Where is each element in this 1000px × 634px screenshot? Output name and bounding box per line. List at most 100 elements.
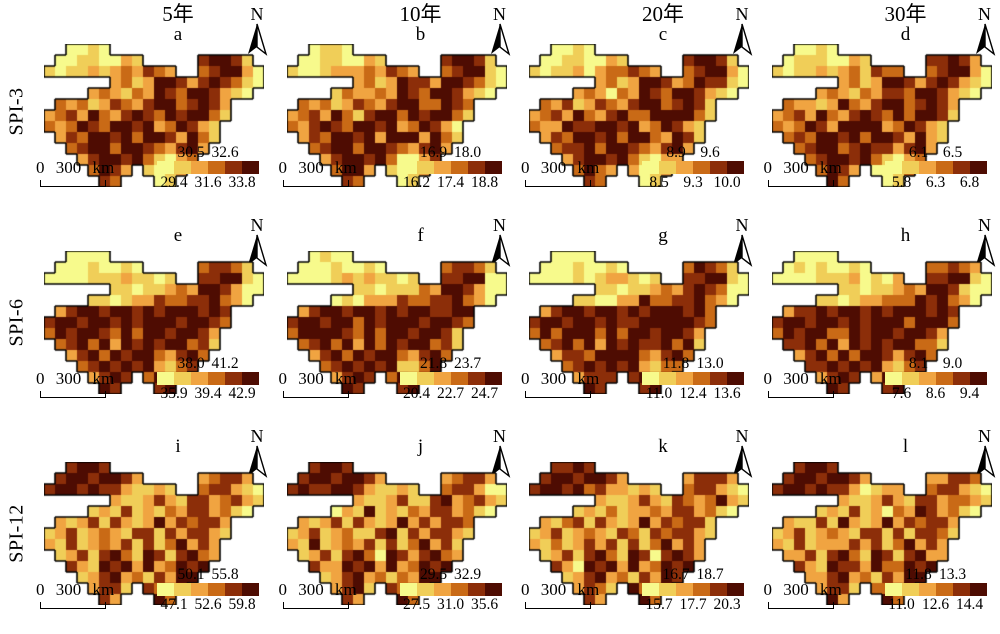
scale-bar-label: 0 300 km bbox=[763, 580, 842, 599]
legend-color-segment bbox=[659, 161, 676, 174]
map-panel-b: 10年 b N 0 300 km 16.9 18.0 16.2 17.4 18.8 bbox=[273, 0, 516, 211]
legend-colorbar bbox=[399, 161, 502, 174]
legend-bottom-ticks: 47.1 52.6 59.8 bbox=[145, 596, 271, 613]
legend-tick-label: 8.6 bbox=[925, 385, 946, 402]
legend-color-segment bbox=[225, 372, 242, 385]
legend-bottom-ticks: 7.6 8.6 9.4 bbox=[873, 385, 999, 402]
legend-tick-label: 16.9 bbox=[419, 144, 448, 161]
legend-bottom-ticks: 35.9 39.4 42.9 bbox=[145, 385, 271, 402]
legend-colorbar bbox=[884, 161, 987, 174]
legend-bottom-ticks: 15.7 17.7 20.3 bbox=[630, 596, 756, 613]
scale-bar: 0 300 km bbox=[521, 158, 631, 187]
legend-color-segment bbox=[952, 161, 970, 174]
legend-tick-label: 42.9 bbox=[228, 385, 256, 402]
legend-color-segment bbox=[727, 583, 744, 596]
column-header-4: 30年 bbox=[884, 2, 927, 26]
scale-bar-line bbox=[767, 391, 834, 398]
scale-bar-label: 0 300 km bbox=[278, 580, 357, 599]
legend-tick-label: 11.8 bbox=[662, 355, 690, 372]
legend-top-ticks: 8.9 9.6 bbox=[630, 144, 756, 161]
legend-tick-label: 15.7 bbox=[645, 596, 673, 613]
legend-bottom-ticks: 11.0 12.4 13.6 bbox=[630, 385, 756, 402]
panel-letter: k bbox=[658, 436, 668, 457]
legend-tick-label: 13.6 bbox=[713, 385, 741, 402]
scale-bar: 0 300 km bbox=[279, 369, 389, 398]
legend-tick-label: 8.9 bbox=[666, 144, 686, 161]
legend-color-segment bbox=[484, 161, 502, 174]
legend-top-ticks: 8.1 9.0 bbox=[873, 355, 999, 372]
legend-color-segment bbox=[450, 161, 468, 174]
legend-bottom-ticks: 29.4 31.6 33.8 bbox=[145, 174, 271, 191]
legend-color-segment bbox=[676, 161, 693, 174]
legend-top-ticks: 11.8 13.0 bbox=[630, 355, 756, 372]
legend-tick-label: 17.7 bbox=[679, 596, 707, 613]
legend-tick-label: 8.1 bbox=[908, 355, 929, 372]
scale-bar-line bbox=[40, 180, 106, 187]
legend-tick-label: 24.7 bbox=[470, 385, 499, 402]
north-label: N bbox=[735, 215, 749, 235]
legend-color-segment bbox=[174, 161, 191, 174]
legend-bottom-ticks: 5.8 6.3 6.8 bbox=[873, 174, 999, 191]
legend-colorbar bbox=[642, 583, 744, 596]
legend-tick-label: 30.5 bbox=[177, 144, 205, 161]
row-label-spi-6: SPI-6 bbox=[5, 298, 28, 347]
legend-tick-label: 5.8 bbox=[891, 174, 912, 191]
legend-bottom-ticks: 11.0 12.6 14.4 bbox=[873, 596, 999, 613]
legend-color-segment bbox=[157, 372, 174, 385]
legend-color-segment bbox=[450, 372, 468, 385]
legend-color-segment bbox=[450, 583, 468, 596]
map-panel-k: k N 0 300 km 16.7 18.7 15.7 17.7 20.3 bbox=[515, 422, 758, 633]
legend-bottom-ticks: 16.2 17.4 18.8 bbox=[388, 174, 514, 191]
scale-bar-line bbox=[767, 180, 834, 187]
legend-color-segment bbox=[416, 583, 434, 596]
legend-color-segment bbox=[416, 161, 434, 174]
scale-bar-line bbox=[525, 391, 591, 398]
scale-bar: 0 300 km bbox=[36, 369, 146, 398]
legend-tick-label: 55.8 bbox=[211, 566, 239, 583]
legend-tick-label: 38.0 bbox=[177, 355, 205, 372]
scale-bar-label: 0 300 km bbox=[36, 158, 115, 177]
map-panel-l: l N 0 300 km 11.8 13.3 11.0 12.6 14.4 bbox=[758, 422, 1000, 633]
legend-top-ticks: 6.1 6.5 bbox=[873, 144, 999, 161]
legend-color-segment bbox=[952, 583, 970, 596]
north-label: N bbox=[250, 426, 264, 446]
legend-tick-label: 17.4 bbox=[436, 174, 465, 191]
legend-colorbar bbox=[399, 372, 502, 385]
legend-color-segment bbox=[174, 372, 191, 385]
scale-bar-line bbox=[40, 602, 106, 609]
legend-bottom-ticks: 8.5 9.3 10.0 bbox=[630, 174, 756, 191]
legend-top-ticks: 11.8 13.3 bbox=[873, 566, 999, 583]
legend-bottom-ticks: 27.5 31.0 35.6 bbox=[388, 596, 514, 613]
legend-tick-label: 6.1 bbox=[908, 144, 929, 161]
legend-tick-label: 35.6 bbox=[470, 596, 499, 613]
drought-raster-map bbox=[771, 462, 992, 605]
legend-tick-label: 23.7 bbox=[453, 355, 482, 372]
legend-tick-label: 12.6 bbox=[921, 596, 950, 613]
legend-tick-label: 9.4 bbox=[959, 385, 980, 402]
legend-tick-label: 9.6 bbox=[700, 144, 720, 161]
legend-color-segment bbox=[918, 161, 936, 174]
scale-bar: 0 300 km bbox=[764, 158, 874, 187]
legend-color-segment bbox=[935, 372, 953, 385]
legend-tick-label: 59.8 bbox=[228, 596, 256, 613]
column-header-1: 5年 bbox=[162, 2, 194, 26]
legend-color-segment bbox=[433, 161, 451, 174]
scale-bar: 0 300 km bbox=[521, 369, 631, 398]
legend-color-segment bbox=[918, 372, 936, 385]
north-label: N bbox=[735, 4, 749, 24]
column-header-2: 10年 bbox=[399, 2, 442, 26]
legend-tick-label: 8.5 bbox=[649, 174, 669, 191]
color-legend: 11.8 13.3 11.0 12.6 14.4 bbox=[873, 566, 999, 613]
legend-color-segment bbox=[710, 583, 727, 596]
legend-color-segment bbox=[884, 372, 902, 385]
legend-colorbar bbox=[157, 583, 259, 596]
scale-bar: 0 300 km bbox=[279, 580, 389, 609]
panel-letter: i bbox=[175, 436, 181, 457]
legend-color-segment bbox=[467, 372, 485, 385]
color-legend: 30.5 32.6 29.4 31.6 33.8 bbox=[145, 144, 271, 191]
legend-color-segment bbox=[642, 372, 659, 385]
legend-color-segment bbox=[727, 372, 744, 385]
panel-letter: f bbox=[417, 225, 424, 246]
legend-color-segment bbox=[399, 161, 417, 174]
panel-letter: j bbox=[417, 436, 424, 457]
